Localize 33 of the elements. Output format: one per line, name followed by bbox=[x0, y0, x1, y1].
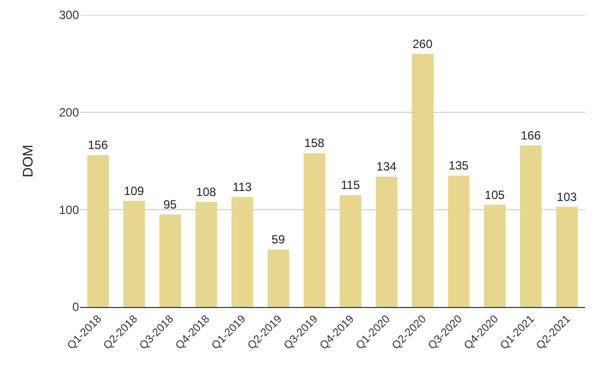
bar bbox=[412, 54, 434, 307]
data-label: 95 bbox=[163, 198, 178, 212]
data-label: 156 bbox=[88, 138, 108, 152]
data-label: 109 bbox=[124, 184, 144, 198]
bar bbox=[159, 214, 181, 307]
bar bbox=[268, 250, 290, 307]
data-label: 105 bbox=[484, 188, 505, 202]
bar bbox=[195, 202, 218, 307]
y-tick-label: 200 bbox=[58, 106, 80, 120]
y-tick-label: 0 bbox=[72, 300, 80, 314]
data-label: 166 bbox=[520, 128, 542, 142]
bar bbox=[87, 155, 109, 307]
bar bbox=[484, 204, 506, 307]
y-tick-label: 300 bbox=[58, 8, 80, 22]
y-tick-label: 100 bbox=[58, 202, 80, 217]
bar bbox=[448, 176, 470, 307]
bar bbox=[232, 197, 254, 307]
bar bbox=[556, 206, 578, 307]
data-label: 59 bbox=[272, 232, 286, 247]
data-label: 115 bbox=[340, 178, 360, 192]
bar bbox=[123, 200, 145, 307]
data-label: 260 bbox=[412, 36, 433, 51]
data-label: 113 bbox=[232, 180, 252, 194]
data-label: 135 bbox=[448, 158, 469, 173]
bar bbox=[376, 176, 398, 307]
data-label: 103 bbox=[556, 190, 578, 204]
bar bbox=[520, 145, 542, 307]
data-label: 108 bbox=[196, 184, 216, 199]
bar bbox=[340, 195, 362, 307]
bar bbox=[304, 153, 326, 307]
data-label: 134 bbox=[376, 160, 397, 174]
y-axis-title: DOM bbox=[20, 144, 36, 178]
data-label: 158 bbox=[304, 136, 325, 150]
